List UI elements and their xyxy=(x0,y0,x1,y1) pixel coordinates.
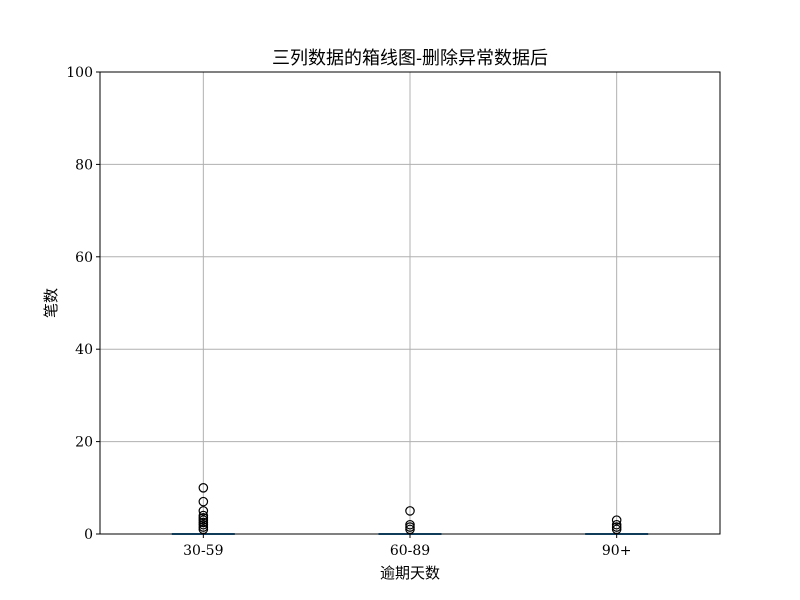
outlier-point xyxy=(198,482,209,493)
x-axis-label: 逾期天数 xyxy=(380,564,440,582)
y-axis-label: 笔数 xyxy=(42,288,60,318)
y-axis-ticks: 0 20 40 60 80 100 xyxy=(66,65,100,543)
outlier-point xyxy=(405,506,415,516)
x-axis-ticks: 30-59 60-89 90+ xyxy=(183,534,631,559)
y-tick-label: 80 xyxy=(75,157,93,173)
chart-title: 三列数据的箱线图-删除异常数据后 xyxy=(272,48,548,69)
x-tick-label: 90+ xyxy=(602,543,632,559)
grid-lines xyxy=(100,71,720,535)
y-tick-label: 0 xyxy=(84,527,93,543)
outlier-point xyxy=(198,506,209,516)
y-tick-label: 60 xyxy=(75,250,93,266)
y-tick-label: 20 xyxy=(75,435,93,451)
x-tick-label: 30-59 xyxy=(183,543,223,559)
y-tick-label: 100 xyxy=(66,65,93,81)
outlier-point xyxy=(198,496,209,507)
y-tick-label: 40 xyxy=(75,342,93,358)
x-tick-label: 60-89 xyxy=(390,543,430,559)
outlier-point xyxy=(405,519,415,530)
outlier-point xyxy=(611,515,622,525)
outlier-point xyxy=(198,510,209,521)
outlier-point xyxy=(611,519,622,530)
